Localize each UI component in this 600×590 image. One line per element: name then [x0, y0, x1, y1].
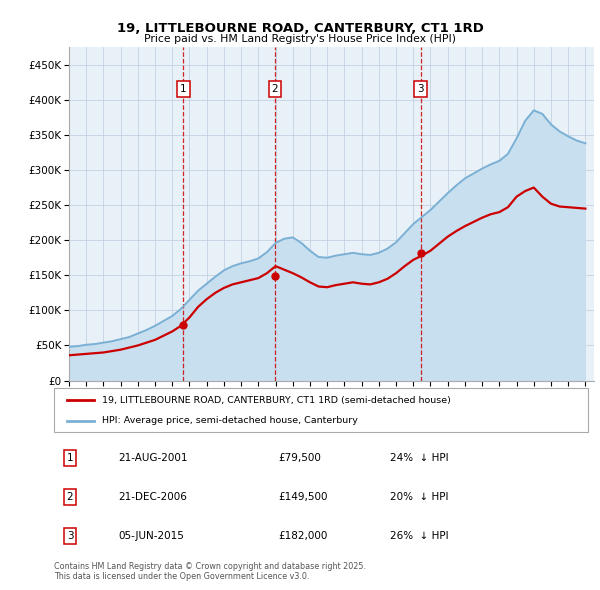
Text: HPI: Average price, semi-detached house, Canterbury: HPI: Average price, semi-detached house,…	[102, 417, 358, 425]
Text: Contains HM Land Registry data © Crown copyright and database right 2025.
This d: Contains HM Land Registry data © Crown c…	[54, 562, 366, 581]
Point	[416, 248, 425, 258]
Point	[178, 320, 188, 329]
Text: 1: 1	[67, 453, 73, 463]
Text: 26%  ↓ HPI: 26% ↓ HPI	[391, 531, 449, 541]
Text: 3: 3	[67, 531, 73, 541]
Text: 21-AUG-2001: 21-AUG-2001	[118, 453, 188, 463]
Text: £149,500: £149,500	[278, 492, 328, 502]
Text: 1: 1	[180, 84, 187, 94]
Text: 19, LITTLEBOURNE ROAD, CANTERBURY, CT1 1RD (semi-detached house): 19, LITTLEBOURNE ROAD, CANTERBURY, CT1 1…	[102, 395, 451, 405]
Text: 2: 2	[67, 492, 73, 502]
Text: 24%  ↓ HPI: 24% ↓ HPI	[391, 453, 449, 463]
Text: 2: 2	[272, 84, 278, 94]
Point	[270, 271, 280, 280]
Text: 05-JUN-2015: 05-JUN-2015	[118, 531, 184, 541]
Text: Price paid vs. HM Land Registry's House Price Index (HPI): Price paid vs. HM Land Registry's House …	[144, 34, 456, 44]
Text: 21-DEC-2006: 21-DEC-2006	[118, 492, 187, 502]
Text: 20%  ↓ HPI: 20% ↓ HPI	[391, 492, 449, 502]
Text: £182,000: £182,000	[278, 531, 328, 541]
Text: 19, LITTLEBOURNE ROAD, CANTERBURY, CT1 1RD: 19, LITTLEBOURNE ROAD, CANTERBURY, CT1 1…	[116, 22, 484, 35]
Text: £79,500: £79,500	[278, 453, 321, 463]
Text: 3: 3	[418, 84, 424, 94]
